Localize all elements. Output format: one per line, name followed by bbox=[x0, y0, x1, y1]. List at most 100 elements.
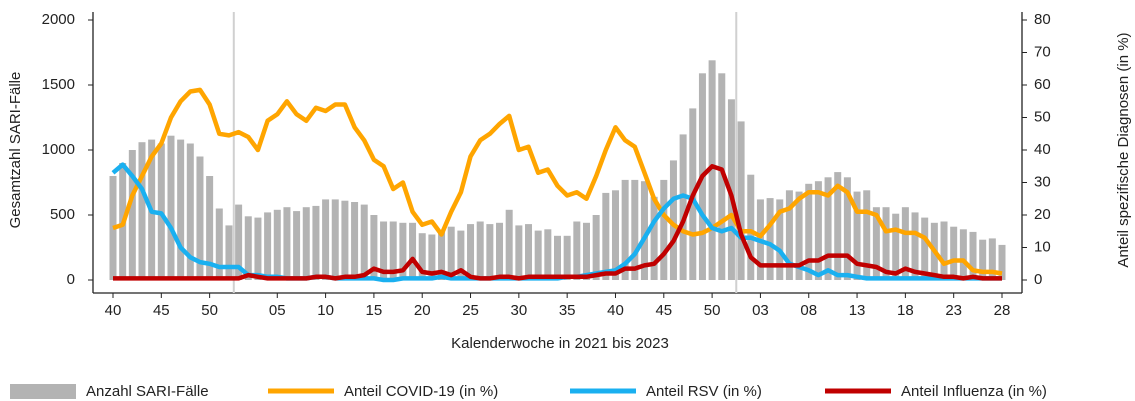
legend-label: Anteil COVID-19 (in %) bbox=[344, 383, 498, 400]
bar bbox=[582, 222, 590, 280]
bar bbox=[814, 181, 822, 280]
bar bbox=[824, 177, 832, 280]
bar bbox=[708, 60, 716, 280]
x-tick-label: 40 bbox=[607, 302, 624, 319]
bar bbox=[418, 233, 426, 280]
bar bbox=[360, 204, 368, 280]
bar bbox=[409, 222, 417, 280]
y2-tick-label: 70 bbox=[1034, 43, 1051, 60]
y2-tick-label: 30 bbox=[1034, 173, 1051, 190]
y-tick-label: 2000 bbox=[42, 11, 75, 28]
line bbox=[113, 164, 1002, 281]
bar bbox=[988, 238, 996, 280]
bar bbox=[457, 230, 465, 280]
bar bbox=[476, 221, 484, 280]
x-tick-label: 50 bbox=[201, 302, 218, 319]
bar bbox=[544, 229, 552, 280]
bar bbox=[882, 207, 890, 280]
bar bbox=[225, 225, 233, 280]
y2-axis-title: Anteil spezifische Diagnosen (in %) bbox=[1115, 32, 1132, 267]
bar bbox=[534, 230, 542, 280]
y-tick-label: 1000 bbox=[42, 141, 75, 158]
bar bbox=[573, 221, 581, 280]
bar bbox=[872, 207, 880, 280]
bar bbox=[795, 191, 803, 280]
x-tick-label: 25 bbox=[462, 302, 479, 319]
y-tick-label: 500 bbox=[50, 206, 75, 223]
bar bbox=[979, 239, 987, 280]
bar bbox=[438, 231, 446, 280]
bar bbox=[892, 213, 900, 280]
legend-label: Anzahl SARI-Fälle bbox=[86, 383, 209, 400]
bar bbox=[805, 183, 813, 280]
bar bbox=[718, 73, 726, 280]
y2-tick-label: 0 bbox=[1034, 271, 1042, 288]
line bbox=[112, 87, 1003, 276]
x-tick-label: 23 bbox=[945, 302, 962, 319]
y2-tick-label: 60 bbox=[1034, 76, 1051, 93]
bar bbox=[950, 226, 958, 280]
y2-tick-label: 10 bbox=[1034, 238, 1051, 255]
bar bbox=[322, 199, 330, 280]
bar bbox=[138, 142, 146, 280]
bar bbox=[621, 179, 629, 280]
bar bbox=[380, 221, 388, 280]
x-tick-label: 35 bbox=[559, 302, 576, 319]
x-tick-label: 18 bbox=[897, 302, 914, 319]
x-tick-label: 30 bbox=[511, 302, 528, 319]
bar bbox=[911, 212, 919, 280]
x-tick-label: 40 bbox=[105, 302, 122, 319]
bar bbox=[341, 200, 349, 280]
y-tick-label: 1500 bbox=[42, 76, 75, 93]
bar bbox=[486, 224, 494, 280]
bar bbox=[244, 216, 252, 280]
bar bbox=[167, 135, 175, 280]
bar bbox=[215, 208, 223, 280]
bar bbox=[128, 150, 136, 280]
y2-tick-label: 40 bbox=[1034, 141, 1051, 158]
bar bbox=[273, 209, 281, 280]
axes bbox=[92, 12, 1023, 294]
bar bbox=[969, 231, 977, 280]
bar bbox=[254, 217, 262, 280]
bar bbox=[312, 205, 320, 280]
x-tick-label: 13 bbox=[849, 302, 866, 319]
bar bbox=[863, 190, 871, 280]
bar bbox=[283, 207, 291, 280]
bar bbox=[921, 217, 929, 280]
bar bbox=[940, 221, 948, 280]
x-tick-label: 50 bbox=[704, 302, 721, 319]
y2-tick-label: 50 bbox=[1034, 108, 1051, 125]
bar bbox=[351, 202, 359, 280]
bar bbox=[467, 224, 475, 280]
bar bbox=[505, 209, 513, 280]
y2-tick-label: 80 bbox=[1034, 11, 1051, 28]
legend-label: Anteil RSV (in %) bbox=[646, 383, 762, 400]
bar bbox=[496, 222, 504, 280]
x-tick-label: 08 bbox=[800, 302, 817, 319]
bar bbox=[834, 172, 842, 280]
x-tick-label: 05 bbox=[269, 302, 286, 319]
y-axis-title: Gesamtzahl SARI-Fälle bbox=[7, 72, 24, 229]
bar bbox=[650, 196, 658, 280]
x-tick-label: 15 bbox=[366, 302, 383, 319]
x-tick-label: 10 bbox=[317, 302, 334, 319]
bar bbox=[235, 204, 243, 280]
bar bbox=[737, 121, 745, 281]
bar bbox=[447, 226, 455, 280]
y2-tick-label: 20 bbox=[1034, 206, 1051, 223]
bar bbox=[196, 156, 204, 280]
bar bbox=[592, 215, 600, 280]
bar bbox=[554, 235, 561, 280]
bar bbox=[389, 221, 397, 280]
bar bbox=[640, 181, 648, 280]
bar bbox=[776, 199, 784, 280]
x-tick-label: 45 bbox=[655, 302, 672, 319]
bar bbox=[293, 211, 301, 280]
bar bbox=[206, 176, 214, 280]
legend-swatch bbox=[10, 384, 76, 399]
x-axis-title: Kalenderwoche in 2021 bis 2023 bbox=[451, 335, 669, 352]
bar bbox=[785, 190, 793, 280]
bar bbox=[679, 134, 687, 280]
